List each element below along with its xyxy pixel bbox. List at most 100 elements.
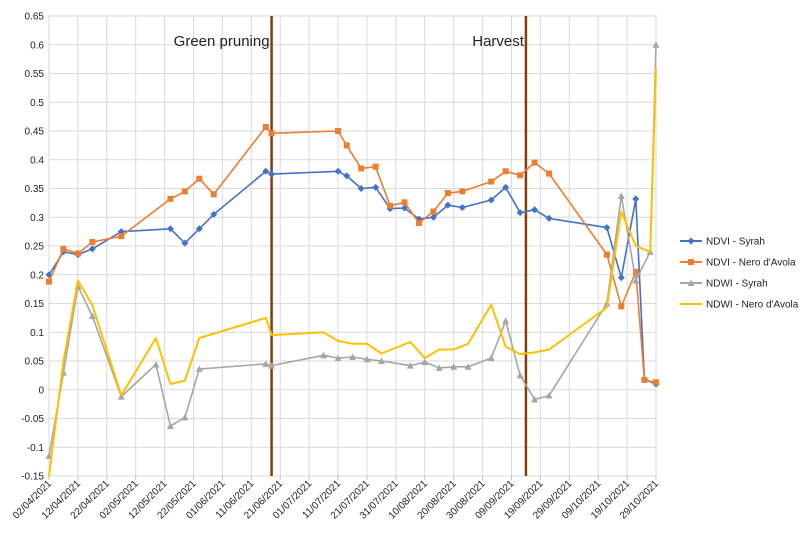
data-point bbox=[349, 353, 356, 360]
y-tick-label: 0.6 bbox=[30, 40, 44, 51]
y-tick-label: 0.4 bbox=[30, 155, 44, 166]
data-point bbox=[531, 206, 539, 214]
data-point bbox=[603, 224, 611, 232]
data-point bbox=[268, 170, 276, 178]
data-point bbox=[363, 355, 371, 363]
y-tick-label: 0.15 bbox=[25, 299, 45, 310]
data-point bbox=[195, 365, 203, 373]
data-point bbox=[181, 188, 188, 195]
data-point bbox=[334, 354, 342, 362]
data-point bbox=[262, 167, 270, 175]
y-tick-label: 0.5 bbox=[30, 98, 44, 109]
data-point bbox=[262, 360, 270, 367]
data-point bbox=[88, 245, 96, 253]
series-2 bbox=[46, 123, 659, 386]
data-point bbox=[531, 159, 538, 166]
data-point bbox=[421, 358, 429, 366]
data-point bbox=[358, 165, 365, 172]
data-point bbox=[268, 362, 276, 369]
data-point bbox=[444, 201, 452, 209]
gridlines bbox=[48, 15, 657, 477]
data-point bbox=[687, 279, 695, 286]
data-point bbox=[464, 363, 472, 370]
event-label: Harvest bbox=[472, 33, 525, 50]
data-point bbox=[320, 351, 328, 359]
y-tick-label: -0.1 bbox=[27, 443, 45, 454]
data-point bbox=[688, 259, 694, 265]
data-point bbox=[357, 185, 365, 192]
data-point bbox=[89, 238, 96, 245]
data-point bbox=[335, 128, 342, 134]
legend-item: NDWI - Syrah bbox=[680, 279, 768, 290]
data-point bbox=[502, 183, 510, 191]
data-point bbox=[181, 239, 189, 247]
y-tick-label: 0.1 bbox=[30, 328, 44, 339]
annotations: Green pruning Harvest bbox=[174, 16, 528, 476]
series-line bbox=[48, 67, 657, 477]
legend-item: NDVI - Syrah bbox=[680, 237, 765, 248]
data-point bbox=[531, 396, 539, 403]
y-tick-label: 0.35 bbox=[25, 184, 45, 195]
data-point bbox=[377, 357, 385, 364]
data-point bbox=[262, 123, 269, 130]
data-point bbox=[502, 317, 510, 324]
legend-label: NDVI - Nero d'Avola bbox=[706, 258, 796, 269]
data-point bbox=[210, 191, 217, 198]
event-label: Green pruning bbox=[174, 33, 270, 50]
data-point bbox=[387, 202, 394, 209]
data-point bbox=[343, 142, 350, 149]
data-point bbox=[435, 364, 443, 371]
data-point bbox=[415, 220, 422, 226]
data-point bbox=[210, 210, 218, 218]
series-4 bbox=[48, 67, 657, 477]
data-point bbox=[618, 303, 625, 310]
data-point bbox=[181, 413, 189, 421]
data-point bbox=[343, 172, 351, 180]
data-point bbox=[516, 209, 524, 217]
data-point bbox=[166, 225, 174, 233]
data-point bbox=[632, 277, 640, 284]
data-point bbox=[429, 213, 437, 221]
data-point bbox=[687, 237, 695, 245]
data-point bbox=[60, 245, 67, 252]
data-point bbox=[196, 175, 203, 182]
data-point bbox=[617, 192, 625, 199]
data-point bbox=[406, 362, 414, 369]
data-point bbox=[372, 163, 379, 170]
data-point bbox=[617, 274, 625, 282]
y-tick-label: -0.05 bbox=[21, 414, 44, 425]
legend-label: NDVI - Syrah bbox=[706, 237, 765, 248]
data-point bbox=[458, 203, 466, 211]
y-tick-label: 0.65 bbox=[25, 12, 45, 23]
data-point bbox=[459, 188, 466, 195]
y-tick-label: 0.3 bbox=[30, 213, 44, 224]
data-point bbox=[372, 183, 380, 191]
series-3 bbox=[45, 41, 660, 459]
data-point bbox=[632, 268, 639, 275]
data-point bbox=[516, 371, 524, 379]
data-point bbox=[502, 168, 509, 175]
y-tick-label: 0.2 bbox=[30, 270, 44, 281]
data-point bbox=[334, 167, 342, 175]
y-tick-label: -0.15 bbox=[21, 472, 44, 483]
data-point bbox=[152, 360, 160, 368]
data-point bbox=[88, 312, 96, 320]
legend-label: NDWI - Nero d'Avola bbox=[706, 300, 799, 311]
data-point bbox=[487, 196, 495, 204]
legend-item: NDWI - Nero d'Avola bbox=[680, 300, 799, 311]
legend: NDVI - Syrah NDVI - Nero d'Avola NDWI - Sy… bbox=[680, 237, 799, 311]
data-point bbox=[546, 170, 553, 177]
data-point bbox=[652, 41, 660, 48]
data-point bbox=[488, 178, 495, 185]
legend-item: NDVI - Nero d'Avola bbox=[680, 258, 796, 269]
data-point bbox=[74, 250, 81, 257]
data-point bbox=[632, 195, 640, 203]
y-tick-label: 0 bbox=[38, 385, 44, 396]
data-point bbox=[195, 225, 203, 233]
data-point bbox=[401, 204, 409, 212]
data-point bbox=[401, 199, 408, 206]
y-tick-label: 0.05 bbox=[25, 357, 45, 368]
y-tick-label: 0.45 bbox=[25, 127, 45, 138]
y-tick-label: 0.55 bbox=[25, 69, 45, 80]
